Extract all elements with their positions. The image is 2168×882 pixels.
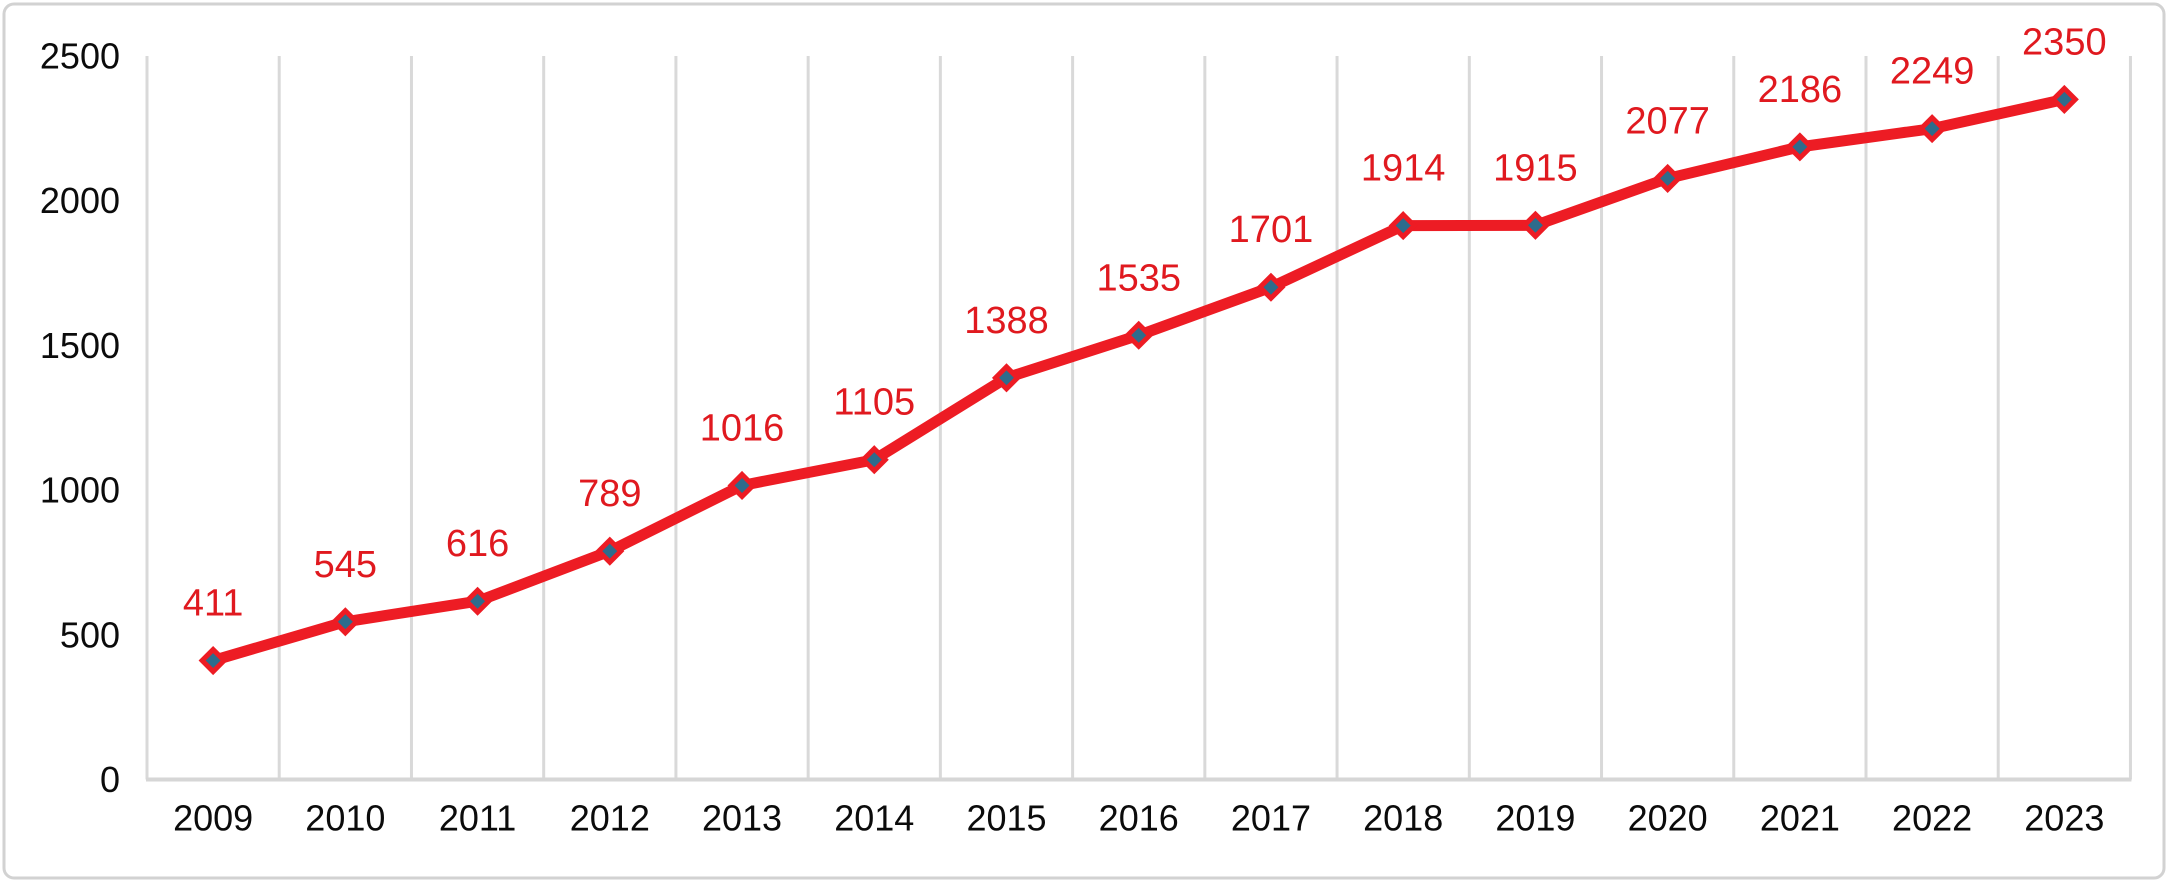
data-point-marker-2016 [1124, 320, 1154, 350]
x-tick-label-2022: 2022 [1892, 798, 1972, 839]
x-tick-label-2009: 2009 [173, 798, 253, 839]
x-tick-label-2019: 2019 [1495, 798, 1575, 839]
data-label-2014: 1105 [833, 382, 915, 424]
data-label-2022: 2249 [1890, 51, 1975, 93]
data-point-marker-2019 [1520, 210, 1550, 240]
data-point-marker-2012 [595, 536, 625, 566]
data-point-marker-2023 [2049, 84, 2079, 114]
y-tick-label-0: 0 [100, 759, 120, 800]
data-label-2023: 2350 [2022, 21, 2107, 63]
x-tick-label-2012: 2012 [570, 798, 650, 839]
data-label-2016: 1535 [1096, 257, 1181, 299]
x-tick-label-2011: 2011 [439, 798, 516, 839]
data-label-2017: 1701 [1229, 209, 1314, 251]
data-label-2009: 411 [183, 583, 244, 625]
data-label-2020: 2077 [1625, 100, 1710, 142]
y-tick-label-2500: 2500 [40, 36, 120, 77]
data-point-marker-2021 [1785, 132, 1815, 162]
data-label-2015: 1388 [964, 300, 1049, 342]
data-label-2019: 1915 [1493, 147, 1578, 189]
data-label-2010: 545 [314, 544, 377, 586]
data-point-marker-2017 [1256, 272, 1286, 302]
data-label-2013: 1016 [700, 407, 785, 449]
x-tick-label-2023: 2023 [2024, 798, 2104, 839]
data-point-marker-2009 [198, 646, 228, 676]
x-tick-label-2017: 2017 [1231, 798, 1311, 839]
x-tick-label-2013: 2013 [702, 798, 782, 839]
x-tick-label-2020: 2020 [1628, 798, 1708, 839]
data-point-marker-2010 [330, 607, 360, 637]
data-label-2011: 616 [446, 523, 509, 565]
data-label-2012: 789 [578, 473, 641, 515]
y-tick-label-1500: 1500 [40, 325, 120, 366]
x-tick-label-2015: 2015 [966, 798, 1046, 839]
data-label-2021: 2186 [1758, 69, 1843, 111]
y-tick-label-2000: 2000 [40, 180, 120, 221]
x-tick-label-2016: 2016 [1099, 798, 1179, 839]
data-point-marker-2018 [1388, 211, 1418, 241]
data-label-2018: 1914 [1361, 148, 1446, 190]
x-tick-label-2014: 2014 [834, 798, 914, 839]
data-point-marker-2013 [727, 470, 757, 501]
data-point-marker-2020 [1653, 163, 1683, 193]
x-tick-label-2018: 2018 [1363, 798, 1443, 839]
data-point-marker-2022 [1917, 114, 1947, 144]
data-point-marker-2014 [859, 445, 889, 475]
x-tick-label-2021: 2021 [1760, 798, 1840, 839]
y-tick-label-1000: 1000 [40, 470, 120, 511]
data-point-marker-2015 [991, 363, 1022, 393]
data-point-marker-2011 [463, 586, 493, 616]
y-tick-label-500: 500 [60, 614, 120, 655]
x-tick-label-2010: 2010 [305, 798, 385, 839]
